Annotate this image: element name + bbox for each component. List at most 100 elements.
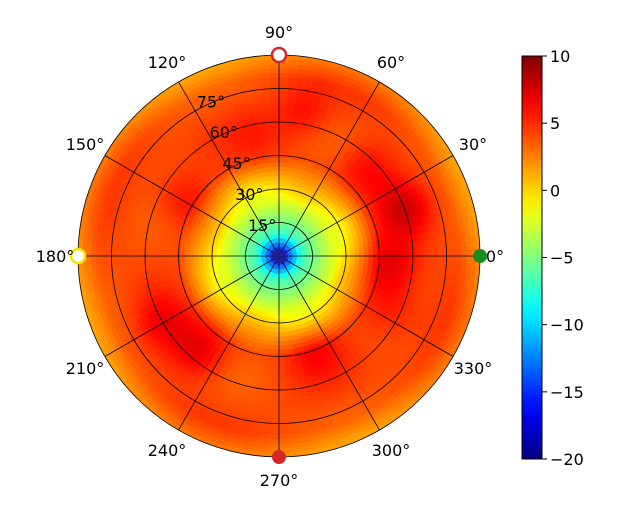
heat-cell xyxy=(385,260,392,268)
heat-cell xyxy=(286,402,297,409)
heat-cell xyxy=(263,244,269,249)
heat-cell xyxy=(261,260,267,263)
heat-cell xyxy=(367,264,374,271)
heat-cell xyxy=(264,339,271,346)
heat-cell xyxy=(260,258,267,261)
heat-cell xyxy=(263,245,269,249)
heat-cell xyxy=(272,147,279,154)
heat-cell xyxy=(249,265,255,270)
heat-cell xyxy=(269,107,279,114)
heat-cell xyxy=(273,264,277,270)
heat-cell xyxy=(252,261,258,265)
heat-cell xyxy=(265,252,271,255)
heat-cell xyxy=(275,327,280,333)
heat-cell xyxy=(273,237,276,244)
heat-cell xyxy=(304,264,310,268)
heat-cell xyxy=(287,254,294,256)
heat-cell xyxy=(264,125,273,132)
heat-cell xyxy=(287,259,293,262)
heat-cell xyxy=(264,344,271,351)
heat-cell xyxy=(268,349,276,356)
heat-cell xyxy=(265,259,271,262)
heat-cell xyxy=(284,262,289,268)
heat-cell xyxy=(271,219,275,226)
heat-cell xyxy=(273,228,276,235)
heat-cell xyxy=(268,224,273,231)
heat-cell xyxy=(273,363,281,369)
heat-cell xyxy=(224,393,235,402)
heat-cell xyxy=(367,245,374,252)
heat-cell xyxy=(319,253,325,256)
heat-cell xyxy=(193,251,199,257)
heat-cell xyxy=(296,259,302,262)
heat-cell xyxy=(289,263,295,267)
heat-cell xyxy=(252,247,258,251)
heat-cell xyxy=(280,242,283,248)
heat-cell xyxy=(289,180,295,187)
heat-cell xyxy=(272,264,276,270)
heat-cell xyxy=(162,243,168,252)
heat-cell xyxy=(337,252,343,256)
heat-cell xyxy=(166,261,173,269)
heat-cell xyxy=(247,246,254,250)
heat-cell xyxy=(284,267,288,274)
heat-cell xyxy=(283,143,291,150)
heat-cell xyxy=(294,245,301,249)
heat-cell xyxy=(130,248,137,258)
heat-cell xyxy=(273,242,277,248)
heat-cell xyxy=(274,179,279,185)
heat-cell xyxy=(271,268,275,274)
heat-cell xyxy=(287,256,294,258)
heat-cell xyxy=(279,305,283,311)
heat-cell xyxy=(268,165,275,172)
heat-cell xyxy=(298,243,305,247)
heat-cell xyxy=(252,262,259,267)
heat-cell xyxy=(265,259,272,263)
heat-cell xyxy=(281,242,284,248)
heat-cell xyxy=(283,268,286,274)
heat-cell xyxy=(338,198,346,206)
heat-cell xyxy=(274,273,277,279)
heat-cell xyxy=(258,244,264,249)
heat-cell xyxy=(281,264,285,270)
heat-cell xyxy=(247,260,253,263)
heat-cell xyxy=(285,272,289,278)
heat-cell xyxy=(280,273,283,280)
heat-cell xyxy=(273,300,278,306)
heat-cell xyxy=(267,271,272,277)
heat-cell xyxy=(264,253,271,256)
heat-cell xyxy=(269,262,274,268)
heat-cell xyxy=(282,170,288,176)
heat-cell xyxy=(314,253,321,256)
heat-cell xyxy=(287,285,291,292)
heat-cell xyxy=(304,245,311,250)
heat-cell xyxy=(264,393,274,400)
heat-cell xyxy=(268,271,272,278)
heat-cell xyxy=(288,242,293,247)
heat-cell xyxy=(312,266,319,271)
heat-cell xyxy=(194,238,201,245)
heat-cell xyxy=(285,234,289,240)
heat-cell xyxy=(296,239,303,244)
heat-cell xyxy=(265,375,274,382)
heat-cell xyxy=(290,261,297,265)
heat-cell xyxy=(308,263,315,268)
heat-cell xyxy=(284,262,289,268)
heat-cell xyxy=(421,254,428,264)
heat-cell xyxy=(234,264,241,269)
heat-cell xyxy=(287,265,292,271)
heat-cell xyxy=(281,192,286,199)
heat-cell xyxy=(301,256,307,259)
heat-cell xyxy=(303,265,310,270)
heat-cell xyxy=(284,125,293,132)
heat-cell xyxy=(426,246,432,256)
heat-cell xyxy=(328,252,334,256)
heat-cell xyxy=(282,327,288,333)
heat-cell xyxy=(264,257,271,260)
heat-cell xyxy=(269,244,274,250)
heat-cell xyxy=(221,189,229,197)
heat-cell xyxy=(275,197,279,203)
heat-cell xyxy=(287,294,292,301)
heat-cell xyxy=(285,261,290,267)
heat-cell xyxy=(284,272,288,279)
